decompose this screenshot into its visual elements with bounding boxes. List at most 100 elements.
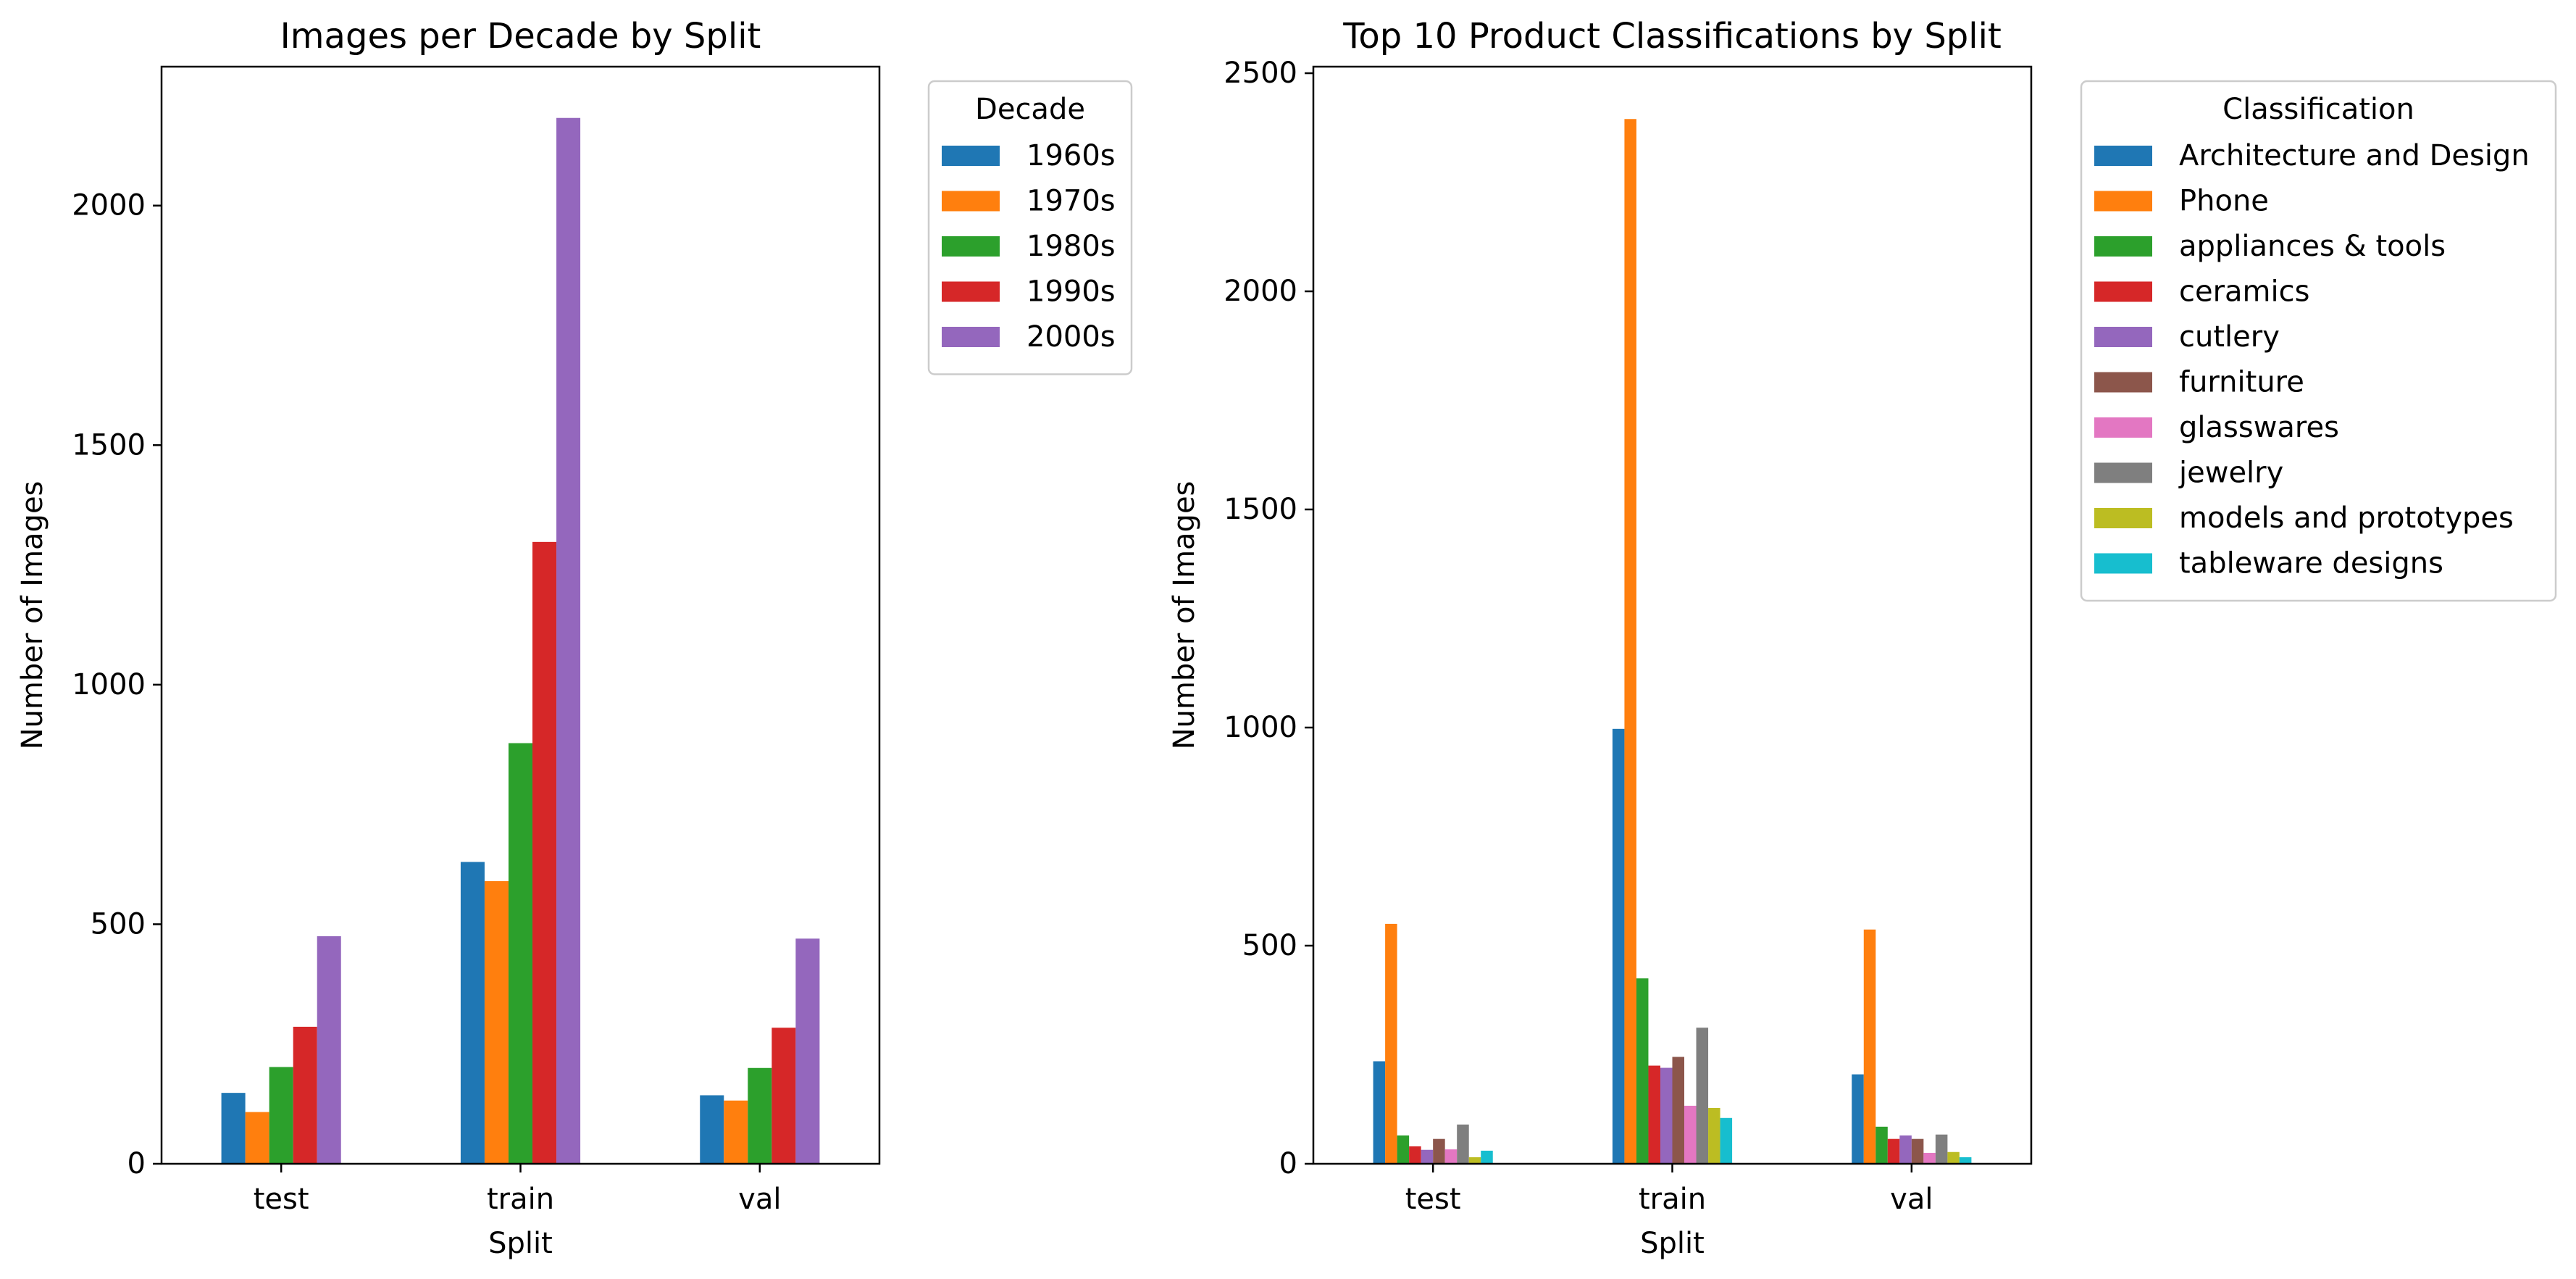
bar-1970s-val <box>724 1100 748 1164</box>
bar-1970s-test <box>245 1112 269 1164</box>
y-tick-label: 1000 <box>72 668 146 701</box>
bar-1980s-train <box>508 743 533 1164</box>
bar-appliances-tools-val <box>1875 1126 1888 1164</box>
bar-appliances-tools-test <box>1397 1135 1410 1164</box>
legend-label: glasswares <box>2179 411 2339 444</box>
bar-tableware-designs-train <box>1720 1117 1733 1164</box>
bar-jewelry-val <box>1935 1134 1948 1164</box>
legend-title: Decade <box>975 93 1085 126</box>
bar-cutlery-train <box>1660 1067 1673 1164</box>
bar-ceramics-train <box>1648 1065 1660 1164</box>
legend-label: cutlery <box>2179 320 2280 354</box>
legend-swatch <box>2094 553 2152 574</box>
bar-2000s-train <box>556 117 581 1165</box>
bar-2000s-val <box>795 938 820 1164</box>
y-tick-label: 500 <box>91 907 146 941</box>
bar-jewelry-test <box>1457 1124 1469 1164</box>
chart-title: Images per Decade by Split <box>280 16 761 57</box>
legend-swatch <box>2094 146 2152 166</box>
legend-label: Phone <box>2179 185 2269 218</box>
y-tick-label: 0 <box>127 1147 146 1180</box>
bar-1960s-train <box>460 862 485 1164</box>
bar-1990s-train <box>532 541 557 1164</box>
bar-glasswares-test <box>1444 1149 1458 1164</box>
legend-label: 2000s <box>1026 320 1116 354</box>
bar-phone-train <box>1624 119 1636 1165</box>
x-tick-label: train <box>487 1183 554 1216</box>
legend-swatch <box>2094 191 2152 212</box>
bar-1980s-val <box>748 1067 772 1164</box>
x-tick-label: test <box>1405 1183 1461 1216</box>
legend-swatch <box>2094 236 2152 257</box>
bar-ceramics-test <box>1409 1146 1421 1164</box>
bar-1970s-train <box>484 880 509 1164</box>
y-tick-label: 1500 <box>72 428 146 462</box>
bar-1980s-test <box>269 1067 293 1164</box>
bar-furniture-test <box>1433 1138 1445 1164</box>
legend-label: 1990s <box>1026 275 1116 309</box>
legend-swatch <box>942 236 1000 257</box>
y-axis-label: Number of Images <box>16 481 49 750</box>
bar-1990s-val <box>771 1028 796 1164</box>
bar-ceramics-val <box>1887 1138 1900 1164</box>
legend-swatch <box>942 281 1000 302</box>
chart-1: 0 500 1000 1500 2000 test train val Images per D… <box>16 16 1133 1260</box>
legend-label: Architecture and Design <box>2179 139 2530 172</box>
x-axis-label: Split <box>488 1227 553 1260</box>
bar-phone-val <box>1863 929 1876 1164</box>
bar-1960s-test <box>221 1093 246 1164</box>
y-tick-label: 1500 <box>1224 493 1297 526</box>
legend-label: 1960s <box>1026 139 1116 172</box>
x-tick-label: test <box>254 1183 309 1216</box>
bar-phone-test <box>1385 923 1397 1164</box>
chart-2: 0 500 1000 1500 2000 2500 test train val Top 10 P… <box>1168 16 2557 1260</box>
legend-label: models and prototypes <box>2179 501 2514 535</box>
legend-swatch <box>2094 417 2152 438</box>
bar-tableware-designs-test <box>1481 1150 1493 1164</box>
legend-swatch <box>942 191 1000 212</box>
x-axis-label: Split <box>1640 1227 1705 1260</box>
legend-label: furniture <box>2179 366 2304 399</box>
legend-swatch <box>2094 462 2152 483</box>
legend-swatch <box>2094 372 2152 393</box>
y-axis-label: Number of Images <box>1168 481 1201 750</box>
legend-swatch <box>2094 508 2152 528</box>
x-tick-label: val <box>1890 1183 1933 1216</box>
bar-models-and-prototypes-val <box>1947 1151 1960 1164</box>
bar-architecture-and-design-train <box>1612 728 1625 1164</box>
bar-cutlery-val <box>1899 1135 1912 1164</box>
legend-label: ceramics <box>2179 275 2309 309</box>
y-tick-label: 500 <box>1242 929 1297 962</box>
bar-glasswares-val <box>1923 1152 1936 1164</box>
bar-furniture-val <box>1911 1138 1924 1164</box>
bar-architecture-and-design-val <box>1852 1074 1864 1164</box>
legend-swatch <box>2094 327 2152 347</box>
bar-1960s-val <box>700 1095 724 1164</box>
bar-models-and-prototypes-train <box>1708 1107 1720 1164</box>
bar-cutlery-test <box>1421 1149 1434 1164</box>
bar-models-and-prototypes-test <box>1468 1157 1481 1164</box>
chart-title: Top 10 Product Classifications by Split <box>1342 16 2002 57</box>
bar-appliances-tools-train <box>1636 978 1649 1164</box>
y-tick-label: 2500 <box>1224 57 1297 90</box>
legend-box <box>2080 80 2557 602</box>
legend-label: tableware designs <box>2179 547 2443 580</box>
y-tick-label: 0 <box>1279 1147 1297 1180</box>
legend-swatch <box>942 146 1000 166</box>
bar-2000s-test <box>317 936 341 1164</box>
legend-label: jewelry <box>2178 457 2283 490</box>
bar-furniture-train <box>1672 1057 1685 1164</box>
legend-label: 1970s <box>1026 185 1116 218</box>
y-tick-label: 2000 <box>72 189 146 222</box>
bar-architecture-and-design-test <box>1373 1061 1386 1164</box>
legend-swatch <box>2094 281 2152 302</box>
bar-glasswares-train <box>1684 1105 1697 1164</box>
legend-label: appliances & tools <box>2179 230 2446 263</box>
legend-title: Classification <box>2222 93 2414 126</box>
legend-swatch <box>942 327 1000 347</box>
bar-jewelry-train <box>1696 1028 1709 1164</box>
bar-1990s-test <box>293 1026 317 1164</box>
y-tick-label: 2000 <box>1224 275 1297 308</box>
